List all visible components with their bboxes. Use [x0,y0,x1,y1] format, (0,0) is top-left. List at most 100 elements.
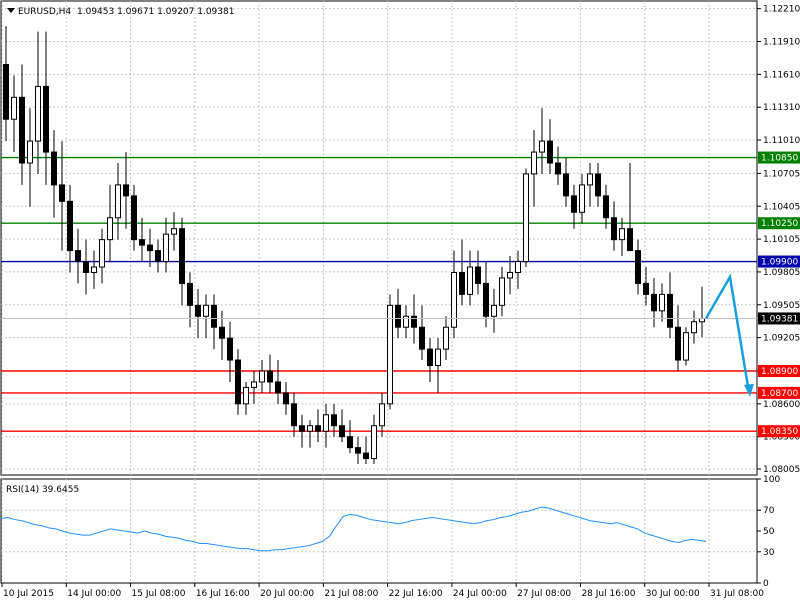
price-axis: 1.12210 1.11910 1.11610 1.11310 1.11010 1.107… [757,5,800,475]
bear-candle [211,304,217,328]
bear-candle [291,403,297,427]
bear-candle [595,173,601,197]
bull-candle [443,326,449,350]
rsi-tick-label: 50 [763,527,775,537]
bear-candle [51,151,57,186]
bull-candle [403,315,409,328]
bear-candle [627,228,633,252]
price-grid [1,1,757,583]
bear-candle [355,447,361,454]
bear-candle [411,315,417,328]
current-price-tag [758,312,800,325]
bear-candle [363,452,369,460]
bull-candle [35,85,41,142]
bear-candle [195,304,201,317]
bear-candle [283,392,289,405]
bull-candle [379,403,385,427]
bull-candle [619,228,625,241]
bull-candle [499,277,505,306]
bear-candle [635,250,641,284]
level-tag-label: 1.08900 [761,367,798,377]
bear-candle [315,425,321,432]
rsi-series [0,506,707,552]
bear-candle [459,271,465,295]
bear-candle [347,436,353,449]
bear-candle [267,370,273,383]
bear-candle [123,184,129,197]
bear-candle [235,359,241,405]
rsi-tick-label: 30 [763,548,775,558]
current-price-label: 1.09381 [761,314,798,324]
rsi-tick-label: 70 [763,506,775,516]
time-tick-label: 15 Jul 08:00 [132,589,186,599]
time-axis: 10 Jul 2015 14 Jul 00:00 15 Jul 08:00 16 Ju… [1,583,764,599]
bear-candle [83,261,89,273]
bear-candle [19,96,25,164]
bull-candle [99,239,105,268]
price-tick-label: 1.11610 [763,70,800,80]
price-tick-label: 1.11310 [763,103,800,113]
level-tag-support [758,365,800,378]
bear-candle [3,63,9,120]
bull-candle [243,386,249,405]
bear-candle [75,250,81,263]
bull-candle [203,304,209,317]
bear-candle [419,326,425,350]
time-tick-label: 24 Jul 00:00 [453,589,507,599]
bull-candle [691,321,697,334]
price-tick-label: 1.09805 [763,268,800,278]
level-tags: 1.10850 1.10250 1.09900 1.08900 1.08700 1.083… [758,151,800,438]
bear-candle [275,381,281,394]
bull-candle [451,271,457,328]
bear-candle [643,282,649,295]
bull-candle [539,140,545,153]
bull-candle [91,266,97,273]
price-tick-label: 1.10405 [763,202,800,212]
bull-candle [507,271,513,279]
level-tag-label: 1.08700 [761,389,798,399]
bear-candle [227,337,233,361]
bear-candle [219,326,225,339]
forecast-path [704,273,751,394]
bear-candle [555,162,561,175]
bear-candle [59,184,65,202]
bear-candle [563,173,569,197]
bear-candle [483,282,489,317]
level-tag-pivot [758,255,800,268]
price-tick-label: 1.09505 [763,301,800,311]
forecast-arrow [704,273,754,397]
bear-candle [427,348,433,367]
price-tick-label: 1.11910 [763,38,800,48]
bear-candle [611,217,617,241]
bear-candle [571,195,577,213]
symbol-label: EURUSD,H4 [18,7,71,17]
price-tick-label: 1.08300 [763,433,800,443]
bear-candle [155,250,161,263]
rsi-panel-frame [0,478,758,584]
level-tag-label: 1.08350 [761,427,798,437]
bear-candle [139,239,145,246]
time-tick-label: 16 Jul 16:00 [196,589,250,599]
bull-candle [515,261,521,273]
level-tag-label: 1.10850 [761,154,798,164]
bear-candle [187,282,193,306]
bear-candle [651,293,657,312]
bull-candle [371,425,377,460]
bull-candle [171,228,177,235]
bear-candle [299,425,305,432]
rsi-line [0,506,707,552]
bear-candle [147,244,153,252]
level-tag-resistance [758,217,800,230]
bear-candle [67,200,73,252]
time-tick-label: 20 Jul 00:00 [260,589,314,599]
bull-candle [659,293,665,312]
bull-candle [107,217,113,241]
bull-candle [115,184,121,219]
price-tick-label: 1.10705 [763,169,800,179]
candles [1,26,757,465]
bull-candle [27,140,33,164]
bull-candle [435,348,441,367]
time-tick-label: 22 Jul 16:00 [389,589,443,599]
price-tick-label: 1.08600 [763,400,800,410]
dropdown-arrow-icon[interactable] [7,8,15,13]
